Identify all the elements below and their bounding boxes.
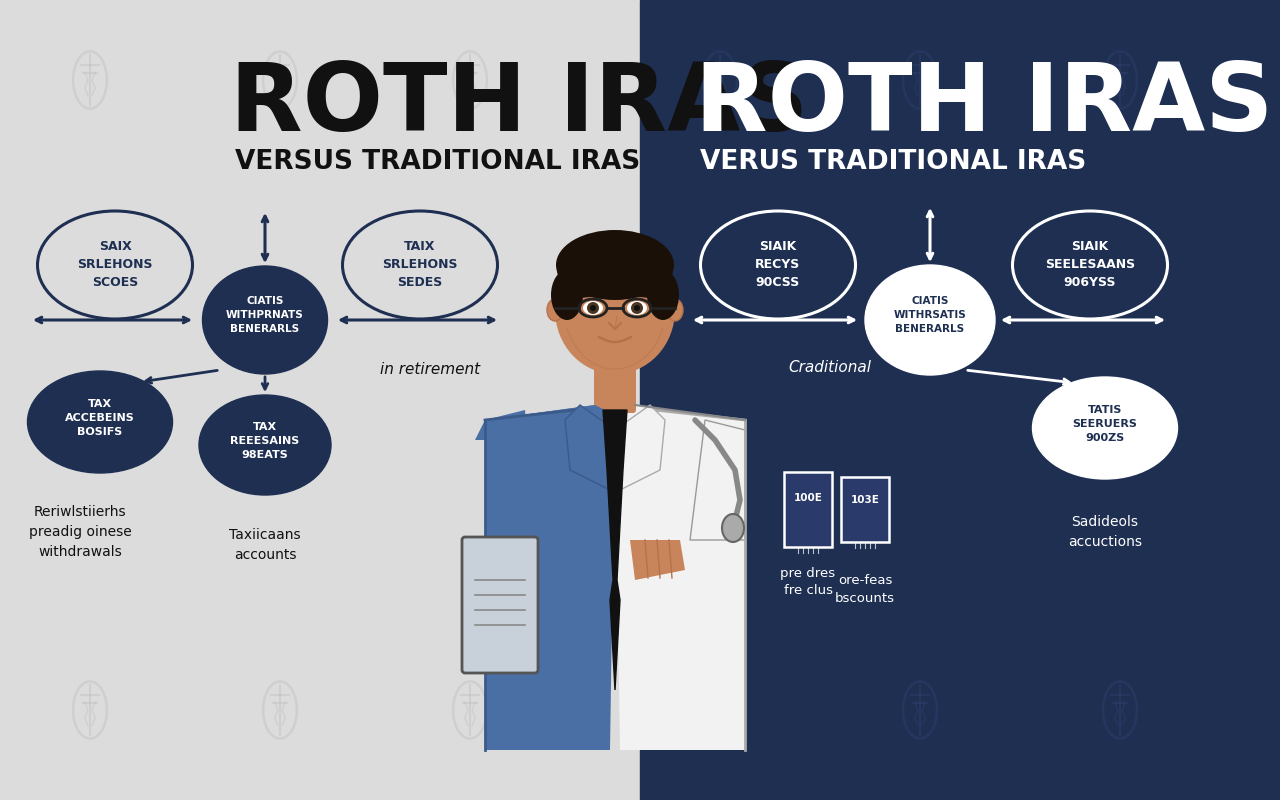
Ellipse shape <box>550 270 582 320</box>
Polygon shape <box>614 405 666 490</box>
Text: SIAIK
SEELESAANS
906YSS: SIAIK SEELESAANS 906YSS <box>1044 241 1135 290</box>
Text: Craditional: Craditional <box>788 361 872 375</box>
Ellipse shape <box>667 299 684 321</box>
Polygon shape <box>485 405 614 750</box>
Ellipse shape <box>547 299 563 321</box>
Ellipse shape <box>556 230 675 300</box>
Polygon shape <box>614 405 745 750</box>
Ellipse shape <box>588 302 599 314</box>
Text: pre dres
fre clus: pre dres fre clus <box>781 566 836 598</box>
Bar <box>640 0 1280 800</box>
Ellipse shape <box>582 301 603 315</box>
Ellipse shape <box>198 395 332 495</box>
Ellipse shape <box>202 266 328 374</box>
Ellipse shape <box>590 305 596 311</box>
Polygon shape <box>557 248 673 296</box>
Text: SAIX
SRLEHONS
SCOES: SAIX SRLEHONS SCOES <box>77 241 152 290</box>
Ellipse shape <box>627 301 646 315</box>
Text: in retirement: in retirement <box>380 362 480 378</box>
Polygon shape <box>580 405 650 490</box>
Bar <box>0 0 640 800</box>
Text: CIATIS
WITHRSATIS
BENERARLS: CIATIS WITHRSATIS BENERARLS <box>893 296 966 334</box>
Text: Taxiicaans
accounts: Taxiicaans accounts <box>229 528 301 562</box>
Ellipse shape <box>556 246 675 374</box>
Polygon shape <box>630 540 685 580</box>
Ellipse shape <box>646 270 678 320</box>
Text: VERSUS TRADITIONAL IRAS: VERSUS TRADITIONAL IRAS <box>236 149 640 175</box>
Text: TAX
ACCEBEINS
BOSIFS: TAX ACCEBEINS BOSIFS <box>65 399 134 437</box>
Text: VERUS TRADITIONAL IRAS: VERUS TRADITIONAL IRAS <box>700 149 1087 175</box>
Text: ore-feas
bscounts: ore-feas bscounts <box>835 574 895 606</box>
Text: Reriwlstiierhs
preadig oinese
withdrawals: Reriwlstiierhs preadig oinese withdrawal… <box>28 505 132 559</box>
Text: TAX
REEESAINS
98EATS: TAX REEESAINS 98EATS <box>230 422 300 460</box>
Polygon shape <box>485 410 535 540</box>
FancyBboxPatch shape <box>594 337 636 413</box>
Text: ROTH IRAS: ROTH IRAS <box>230 59 808 151</box>
Bar <box>841 477 890 542</box>
Text: SIAIK
RECYS
90CSS: SIAIK RECYS 90CSS <box>755 241 800 290</box>
Polygon shape <box>564 405 614 490</box>
Ellipse shape <box>865 265 995 375</box>
Polygon shape <box>485 530 535 620</box>
Ellipse shape <box>634 305 640 311</box>
Ellipse shape <box>27 371 173 473</box>
Bar <box>783 472 832 547</box>
Polygon shape <box>603 410 627 690</box>
Text: CIATIS
WITHPRNATS
BENERARLS: CIATIS WITHPRNATS BENERARLS <box>227 296 303 334</box>
Text: Sadideols
accuctions: Sadideols accuctions <box>1068 515 1142 549</box>
Text: TATIS
SEERUERS
900ZS: TATIS SEERUERS 900ZS <box>1073 405 1138 443</box>
Text: 100E: 100E <box>794 494 823 503</box>
Ellipse shape <box>1033 377 1178 479</box>
Text: 103E: 103E <box>851 494 879 505</box>
FancyBboxPatch shape <box>462 537 538 673</box>
Ellipse shape <box>722 514 744 542</box>
Ellipse shape <box>631 302 643 314</box>
Polygon shape <box>690 420 745 540</box>
Text: ROTH IRAS: ROTH IRAS <box>695 59 1274 151</box>
Polygon shape <box>475 405 605 440</box>
Text: TAIX
SRLEHONS
SEDES: TAIX SRLEHONS SEDES <box>383 241 458 290</box>
